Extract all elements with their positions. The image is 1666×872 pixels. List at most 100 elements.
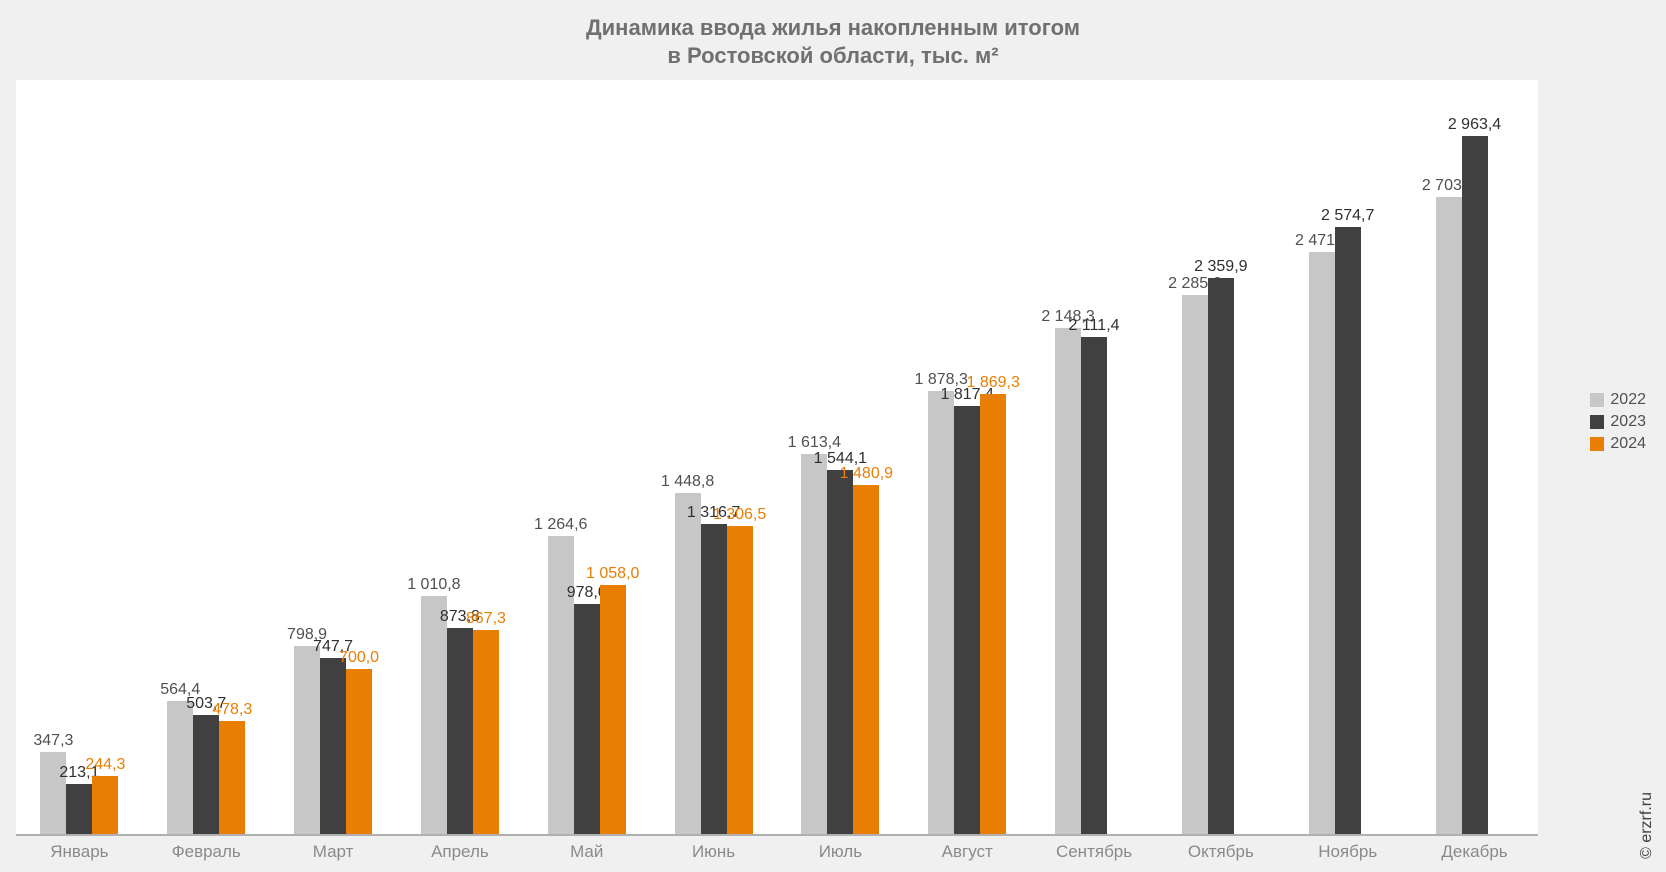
bar-2024 <box>1107 80 1133 834</box>
legend-item: 2022 <box>1590 391 1646 409</box>
bar-2024: 1 480,9 <box>853 80 879 834</box>
bar-2023: 2 359,9 <box>1208 80 1234 834</box>
chart-title: Динамика ввода жилья накопленным итогом … <box>0 0 1666 69</box>
x-axis-label: Апрель <box>396 838 523 872</box>
bar-2022: 2 703,7 <box>1436 80 1462 834</box>
bar <box>346 669 372 834</box>
x-axis-label: Август <box>904 838 1031 872</box>
bar <box>600 585 626 834</box>
plot-area: 347,3213,1244,3564,4503,7478,3798,9747,7… <box>16 80 1538 836</box>
bar-2023: 747,7 <box>320 80 346 834</box>
bar-2024 <box>1234 80 1260 834</box>
bar <box>701 524 727 834</box>
x-axis-label: Январь <box>16 838 143 872</box>
bar <box>980 394 1006 834</box>
bar <box>1182 295 1208 834</box>
bar-2022: 347,3 <box>40 80 66 834</box>
x-axis-label: Декабрь <box>1411 838 1538 872</box>
bar-group: 1 010,8873,8867,3 <box>396 80 523 834</box>
bar <box>548 536 574 834</box>
bar <box>92 776 118 834</box>
bar-2024: 1 306,5 <box>727 80 753 834</box>
bar <box>1081 337 1107 834</box>
bar-2023: 2 963,4 <box>1462 80 1488 834</box>
bar <box>193 715 219 834</box>
bar-group: 1 448,81 316,71 306,5 <box>650 80 777 834</box>
bar-value-label: 700,0 <box>339 649 379 667</box>
x-axis-label: Октябрь <box>1157 838 1284 872</box>
bar-2024: 244,3 <box>92 80 118 834</box>
bar-2022: 1 878,3 <box>928 80 954 834</box>
bar-value-label: 478,3 <box>212 701 252 719</box>
legend-swatch <box>1590 437 1604 451</box>
bar-2022: 2 471,6 <box>1309 80 1335 834</box>
bar-2023: 2 111,4 <box>1081 80 1107 834</box>
x-axis-label: Ноябрь <box>1284 838 1411 872</box>
x-axis-label: Март <box>270 838 397 872</box>
bar <box>574 604 600 834</box>
bar <box>320 658 346 834</box>
bar-group: 2 703,72 963,4 <box>1411 80 1538 834</box>
bar-2023: 213,1 <box>66 80 92 834</box>
bar-2023: 2 574,7 <box>1335 80 1361 834</box>
bar-2022: 798,9 <box>294 80 320 834</box>
legend-label: 2024 <box>1610 435 1646 453</box>
bar <box>1055 328 1081 834</box>
bar <box>167 701 193 834</box>
chart-title-line-2: в Ростовской области, тыс. м² <box>0 42 1666 70</box>
bar-2022: 1 448,8 <box>675 80 701 834</box>
bar-group: 1 878,31 817,41 869,3 <box>904 80 1031 834</box>
bar-value-label: 1 058,0 <box>586 565 639 583</box>
bar-value-label: 1 869,3 <box>967 374 1020 392</box>
legend-swatch <box>1590 393 1604 407</box>
bar-2024: 478,3 <box>219 80 245 834</box>
bar <box>1436 197 1462 834</box>
bar-2022: 2 285,6 <box>1182 80 1208 834</box>
bar <box>421 596 447 834</box>
bar <box>954 406 980 834</box>
bar-2022: 564,4 <box>167 80 193 834</box>
bar <box>447 628 473 834</box>
bar-group: 798,9747,7700,0 <box>270 80 397 834</box>
bar-value-label: 244,3 <box>85 756 125 774</box>
bar-2023: 873,8 <box>447 80 473 834</box>
bar <box>1208 278 1234 834</box>
x-axis-label: Февраль <box>143 838 270 872</box>
x-axis-label: Июнь <box>650 838 777 872</box>
bar-2022: 1 264,6 <box>548 80 574 834</box>
bar <box>801 454 827 834</box>
x-axis-label: Май <box>523 838 650 872</box>
bar-2024: 867,3 <box>473 80 499 834</box>
x-axis-label: Сентябрь <box>1031 838 1158 872</box>
bar-2024: 1 058,0 <box>600 80 626 834</box>
bar-2024: 700,0 <box>346 80 372 834</box>
bar-2022: 1 010,8 <box>421 80 447 834</box>
bar-2023: 1 316,7 <box>701 80 727 834</box>
bar <box>294 646 320 834</box>
bar-groups: 347,3213,1244,3564,4503,7478,3798,9747,7… <box>16 80 1538 834</box>
x-axis-labels: ЯнварьФевральМартАпрельМайИюньИюльАвгуст… <box>16 838 1538 872</box>
bar-value-label: 1 306,5 <box>713 506 766 524</box>
bar-group: 347,3213,1244,3 <box>16 80 143 834</box>
chart-title-line-1: Динамика ввода жилья накопленным итогом <box>0 14 1666 42</box>
bar <box>473 630 499 834</box>
bar-group: 564,4503,7478,3 <box>143 80 270 834</box>
bar <box>1309 252 1335 834</box>
credit-text: © erzrf.ru <box>1638 792 1656 859</box>
bar <box>727 526 753 834</box>
legend-swatch <box>1590 415 1604 429</box>
legend-label: 2023 <box>1610 413 1646 431</box>
bar-2023: 1 544,1 <box>827 80 853 834</box>
bar <box>827 470 853 834</box>
bar-2024: 1 869,3 <box>980 80 1006 834</box>
bar <box>928 391 954 834</box>
bar <box>1462 136 1488 834</box>
bar <box>1335 227 1361 834</box>
bar <box>675 493 701 834</box>
bar-2023: 1 817,4 <box>954 80 980 834</box>
bar-2023: 978,0 <box>574 80 600 834</box>
bar-2024 <box>1361 80 1387 834</box>
bar-group: 1 613,41 544,11 480,9 <box>777 80 904 834</box>
legend: 2022 2023 2024 <box>1590 387 1646 457</box>
bar-group: 2 148,32 111,4 <box>1031 80 1158 834</box>
